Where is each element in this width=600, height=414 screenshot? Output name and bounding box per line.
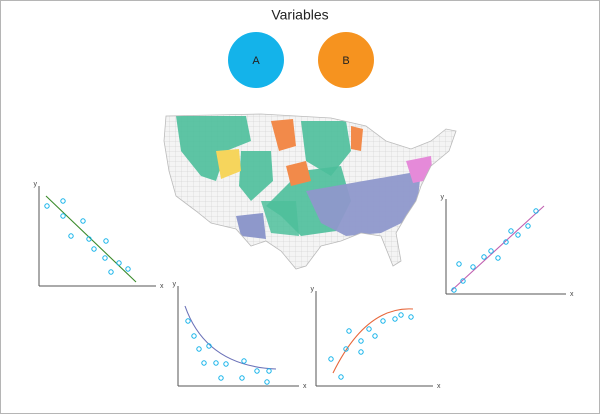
scatter-point: [102, 255, 108, 261]
scatter-point: [191, 333, 197, 339]
scatter-point: [460, 278, 466, 284]
scatter-point: [218, 375, 224, 381]
scatter-point: [346, 328, 352, 334]
scatter-point: [254, 368, 260, 374]
scatter-point: [343, 346, 349, 352]
scatter-point: [481, 254, 487, 260]
scatter-point: [241, 358, 247, 364]
scatter-point: [508, 228, 514, 234]
plots: y x y x y x y x: [34, 181, 575, 390]
variable-a-label: A: [252, 55, 260, 67]
scatter-point: [116, 260, 122, 266]
scatter-point: [456, 261, 462, 267]
scatter-point: [358, 338, 364, 344]
scatter-point: [60, 213, 66, 219]
variable-b-circle: [318, 32, 374, 88]
map-outline: [163, 113, 457, 270]
y-axis-label: y: [34, 181, 38, 188]
scatter-point: [515, 232, 521, 238]
y-axis-label: y: [311, 286, 315, 293]
x-axis-label: x: [303, 383, 307, 390]
scatter-point: [213, 360, 219, 366]
scatter-point: [380, 318, 386, 324]
scatter-point: [503, 239, 509, 245]
scatter-point: [264, 379, 270, 385]
trend-line: [332, 308, 414, 374]
scatter-point: [488, 248, 494, 254]
scatter-point: [495, 255, 501, 261]
x-axis-label: x: [570, 291, 574, 298]
scatter-point: [328, 356, 334, 362]
scatter-point: [44, 203, 50, 209]
scatter-point: [358, 349, 364, 355]
scatter-point: [60, 198, 66, 204]
scatter-point: [125, 266, 131, 272]
scatter-point: [185, 318, 191, 324]
x-axis-label: x: [437, 383, 441, 390]
scatter-point: [91, 246, 97, 252]
scatter-point: [68, 233, 74, 239]
scatter-point: [266, 368, 272, 374]
scatter-point: [408, 314, 414, 320]
title: Variables: [271, 7, 328, 23]
scatter-point: [533, 208, 539, 214]
variable-a-circle: [228, 32, 284, 88]
scatter-point: [239, 375, 245, 381]
scatter-point: [366, 326, 372, 332]
scatter-point: [392, 316, 398, 322]
y-axis-label: y: [173, 281, 177, 288]
scatter-point: [372, 333, 378, 339]
x-axis-label: x: [160, 283, 164, 290]
scatter-point: [103, 238, 109, 244]
scatter-point: [206, 343, 212, 349]
scatter-point: [451, 287, 457, 293]
scatter-point: [338, 374, 344, 380]
trend-line: [450, 205, 545, 292]
trend-line: [184, 305, 277, 370]
scatter-point: [80, 218, 86, 224]
scatter-point: [201, 360, 207, 366]
scatter-point: [470, 264, 476, 270]
scatter-point: [223, 361, 229, 367]
scatter-point: [108, 269, 114, 275]
variable-b-label: B: [342, 55, 349, 67]
scatter-point: [525, 223, 531, 229]
scatter-point: [196, 346, 202, 352]
scatter-point: [398, 312, 404, 318]
y-axis-label: y: [441, 194, 445, 201]
scatter-point: [86, 236, 92, 242]
map: [164, 114, 456, 269]
